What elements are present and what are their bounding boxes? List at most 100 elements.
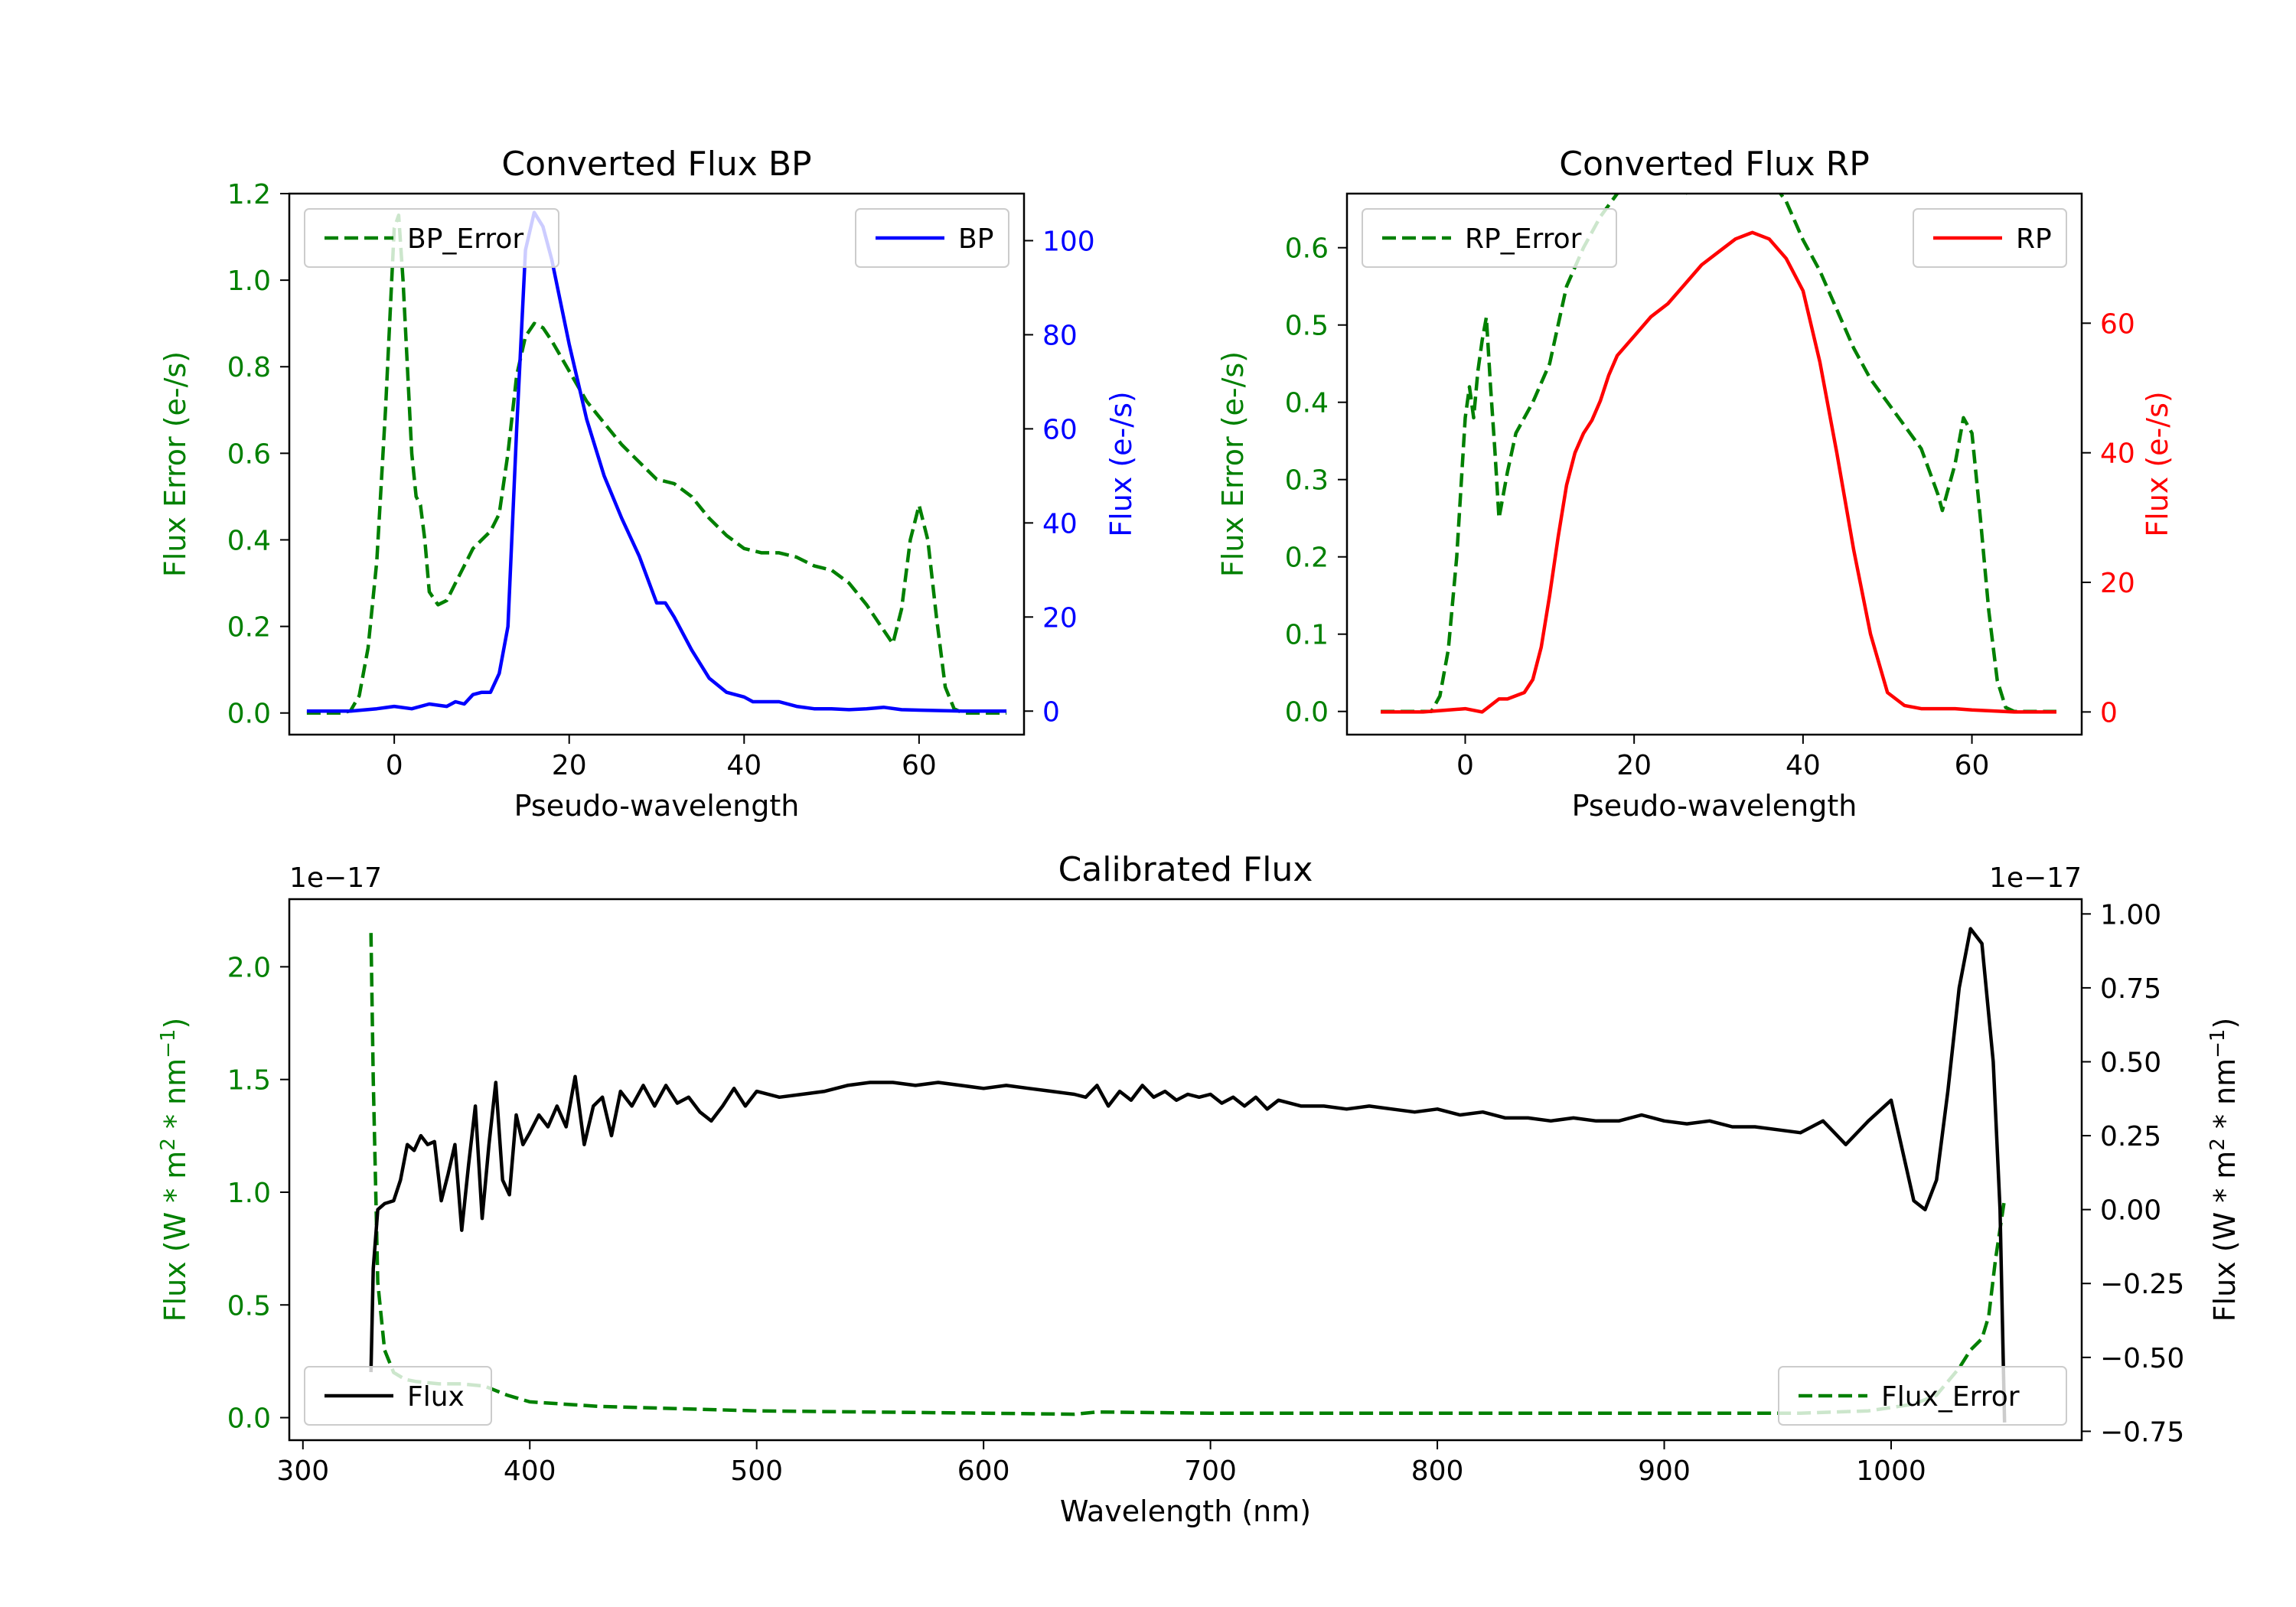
bp-y-left-tick-label: 0.4: [227, 525, 271, 556]
cal-x-tick-label: 500: [730, 1455, 783, 1487]
cal-y-right-tick-label: 1.00: [2100, 899, 2161, 931]
bp-y-left-tick-label: 1.0: [227, 266, 271, 297]
cal-y-right-label-part: Flux (W * m: [2208, 1151, 2242, 1322]
rp-series-rp: [1381, 230, 2056, 714]
cal-y-right-tick-label: 0.00: [2100, 1195, 2161, 1227]
cal-y-right-label-sup: 2: [2206, 1138, 2229, 1151]
rp-y-right-tick-label: 40: [2100, 438, 2135, 470]
cal-y-left-tick-label: 1.5: [227, 1065, 271, 1097]
cal-y-right-label-sup: −1: [2206, 1029, 2229, 1058]
cal-y-right-axis-label: Flux (W * m2 * nm−1): [2206, 1018, 2242, 1322]
rp-y-left-tick-label: 0.0: [1285, 697, 1329, 729]
legend-box: [304, 208, 559, 268]
rp-y-left-tick-label: 0.2: [1285, 543, 1329, 574]
legend-label: BP: [958, 223, 993, 255]
cal-y-right-tick-label: 0.50: [2100, 1047, 2161, 1078]
rp-y-right-tick-label: 60: [2100, 308, 2135, 340]
cal-y-left-label-sup: −1: [157, 1029, 180, 1058]
rp-y-left-tick-label: 0.6: [1285, 233, 1329, 265]
rp-x-tick-label: 20: [1616, 750, 1652, 781]
rp-plot-frame: [1345, 192, 2083, 736]
bp-y-left-tick-label: 0.0: [227, 699, 271, 730]
cal-y-right-tick-label: 0.75: [2100, 973, 2161, 1005]
rp-y-left-tick-label: 0.4: [1285, 388, 1329, 419]
legend-box: [1778, 1366, 2067, 1426]
bp-y-right-tick-label: 40: [1042, 508, 1078, 539]
rp-y-left-tick-label: 0.3: [1285, 465, 1329, 497]
bp-x-tick-label: 0: [386, 750, 403, 781]
cal-y-right-tick-label: −0.75: [2100, 1416, 2184, 1448]
cal-y-right-label-part: * nm: [2208, 1058, 2242, 1138]
bp-plot-frame: [288, 192, 1026, 736]
cal-y-right-tick-label: −0.25: [2100, 1269, 2184, 1300]
bp-chart: 0 20 40 60 0.0 0.2 0.4 0.6 0.8 1.0 1.2 0 20 40 60 80 100…: [158, 145, 1138, 823]
cal-y-right-tick-label: −0.50: [2100, 1343, 2184, 1374]
legend-label: RP_Error: [1465, 223, 1582, 255]
cal-x-tick-label: 400: [504, 1455, 556, 1487]
rp-x-tick-label: 60: [1955, 750, 1990, 781]
bp-x-tick-label: 40: [726, 750, 762, 781]
cal-y-right-tick-label: 0.25: [2100, 1121, 2161, 1152]
cal-x-tick-label: 1000: [1856, 1455, 1926, 1487]
cal-legend-flux: Flux: [304, 1366, 492, 1426]
cal-series-flux-error: [369, 933, 2007, 1416]
cal-x-tick-label: 600: [957, 1455, 1010, 1487]
legend-label: Flux: [407, 1381, 465, 1413]
cal-y-left-label-part: ): [158, 1018, 192, 1029]
bp-legend-bp-error: BP_Error: [304, 208, 559, 268]
rp-y-left-tick-label: 0.5: [1285, 311, 1329, 342]
legend-box: [304, 1366, 492, 1426]
cal-offset-right: 1e−17: [1989, 862, 2082, 894]
bp-y-right-axis-label: Flux (e-/s): [1104, 391, 1138, 536]
cal-y-left-axis-label: Flux (W * m2 * nm−1): [157, 1018, 192, 1322]
cal-plot-frame: [288, 898, 2083, 1442]
bp-legend-bp: BP: [855, 208, 1009, 268]
rp-y-right-axis-label: Flux (e-/s): [2141, 391, 2174, 536]
cal-x-tick-label: 700: [1184, 1455, 1237, 1487]
bp-x-tick-label: 20: [552, 750, 587, 781]
cal-y-left-label-part: * nm: [158, 1058, 192, 1138]
bp-x-axis-label: Pseudo-wavelength: [514, 789, 800, 823]
bp-y-left-tick-label: 0.2: [227, 612, 271, 644]
bp-y-right-tick-label: 80: [1042, 320, 1078, 351]
rp-x-tick-label: 0: [1456, 750, 1474, 781]
cal-x-tick-label: 900: [1638, 1455, 1691, 1487]
cal-y-left-label-sup: 2: [157, 1138, 180, 1151]
cal-y-left-tick-label: 1.0: [227, 1178, 271, 1209]
cal-y-right-label-part: ): [2208, 1018, 2242, 1029]
cal-legend-flux-error: Flux_Error: [1778, 1366, 2067, 1426]
cal-x-axis-label: Wavelength (nm): [1060, 1495, 1311, 1528]
bp-y-right-tick-label: 100: [1042, 226, 1095, 257]
cal-chart: 300 400 500 600 700 800 900 1000 0.0 0.5 1.0 1.5 2.0…: [157, 850, 2242, 1528]
cal-series-flux: [369, 927, 2007, 1423]
rp-chart: 0 20 40 60 0.0 0.1 0.2 0.3 0.4 0.5 0.6 0 20 40 60 Conve…: [1216, 145, 2174, 823]
cal-y-left-label-part: Flux (W * m: [158, 1151, 192, 1322]
cal-y-left-tick-label: 0.5: [227, 1290, 271, 1322]
rp-series-rp-error: [1381, 194, 2056, 713]
legend-box: [1362, 208, 1617, 268]
legend-label: Flux_Error: [1881, 1381, 2020, 1413]
bp-series-bp-error: [306, 214, 1007, 715]
rp-legend-rp: RP: [1913, 208, 2067, 268]
bp-y-left-tick-label: 0.6: [227, 438, 271, 470]
rp-chart-title: Converted Flux RP: [1559, 145, 1870, 184]
bp-y-right-tick-label: 0: [1042, 696, 1060, 728]
bp-y-left-tick-label: 0.8: [227, 352, 271, 383]
rp-x-axis-label: Pseudo-wavelength: [1572, 789, 1857, 823]
legend-label: BP_Error: [407, 223, 523, 255]
bp-x-tick-label: 60: [902, 750, 937, 781]
bp-chart-title: Converted Flux BP: [501, 145, 811, 184]
rp-legend-rp-error: RP_Error: [1362, 208, 1617, 268]
cal-chart-title: Calibrated Flux: [1058, 850, 1313, 889]
cal-x-tick-label: 800: [1411, 1455, 1464, 1487]
rp-y-right-tick-label: 20: [2100, 568, 2135, 599]
rp-y-right-tick-label: 0: [2100, 697, 2118, 729]
cal-y-left-tick-label: 0.0: [227, 1403, 271, 1435]
bp-y-right-tick-label: 60: [1042, 414, 1078, 445]
bp-series-bp: [306, 210, 1007, 713]
bp-y-right-tick-label: 20: [1042, 602, 1078, 634]
legend-label: RP: [2016, 223, 2052, 255]
cal-y-left-tick-label: 2.0: [227, 952, 271, 983]
rp-y-left-tick-label: 0.1: [1285, 620, 1329, 651]
